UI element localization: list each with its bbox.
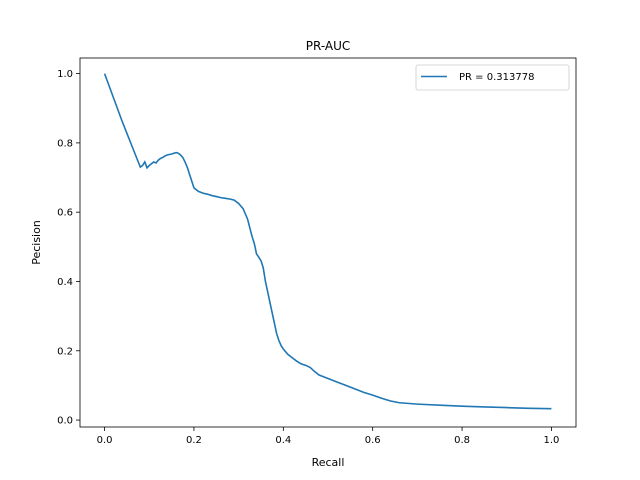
x-axis-label: Recall — [312, 456, 345, 469]
x-tick-label: 0.0 — [97, 435, 113, 446]
y-tick-label: 0.8 — [57, 138, 73, 149]
plot-area — [79, 57, 577, 428]
x-tick-label: 0.2 — [186, 435, 202, 446]
legend-label: PR = 0.313778 — [459, 72, 534, 83]
chart-title: PR-AUC — [306, 39, 351, 53]
y-tick-label: 0.0 — [57, 416, 73, 427]
y-tick-label: 0.2 — [57, 346, 73, 357]
y-tick-label: 0.6 — [57, 208, 73, 219]
x-axis-ticks: 0.0 0.2 0.4 0.6 0.8 1.0 — [97, 427, 559, 446]
x-tick-label: 0.4 — [275, 435, 291, 446]
x-tick-label: 0.8 — [454, 435, 470, 446]
legend: PR = 0.313778 — [415, 64, 570, 91]
pr-curve-line — [103, 73, 552, 410]
y-tick-label: 1.0 — [57, 69, 73, 80]
y-axis-label: Pecision — [30, 220, 43, 265]
plot-frame — [79, 57, 577, 428]
y-tick-label: 0.4 — [57, 277, 73, 288]
x-tick-label: 0.6 — [365, 435, 381, 446]
y-axis-ticks: 0.0 0.2 0.4 0.6 0.8 1.0 — [57, 69, 80, 427]
legend-box — [415, 64, 570, 91]
x-tick-label: 1.0 — [543, 435, 559, 446]
